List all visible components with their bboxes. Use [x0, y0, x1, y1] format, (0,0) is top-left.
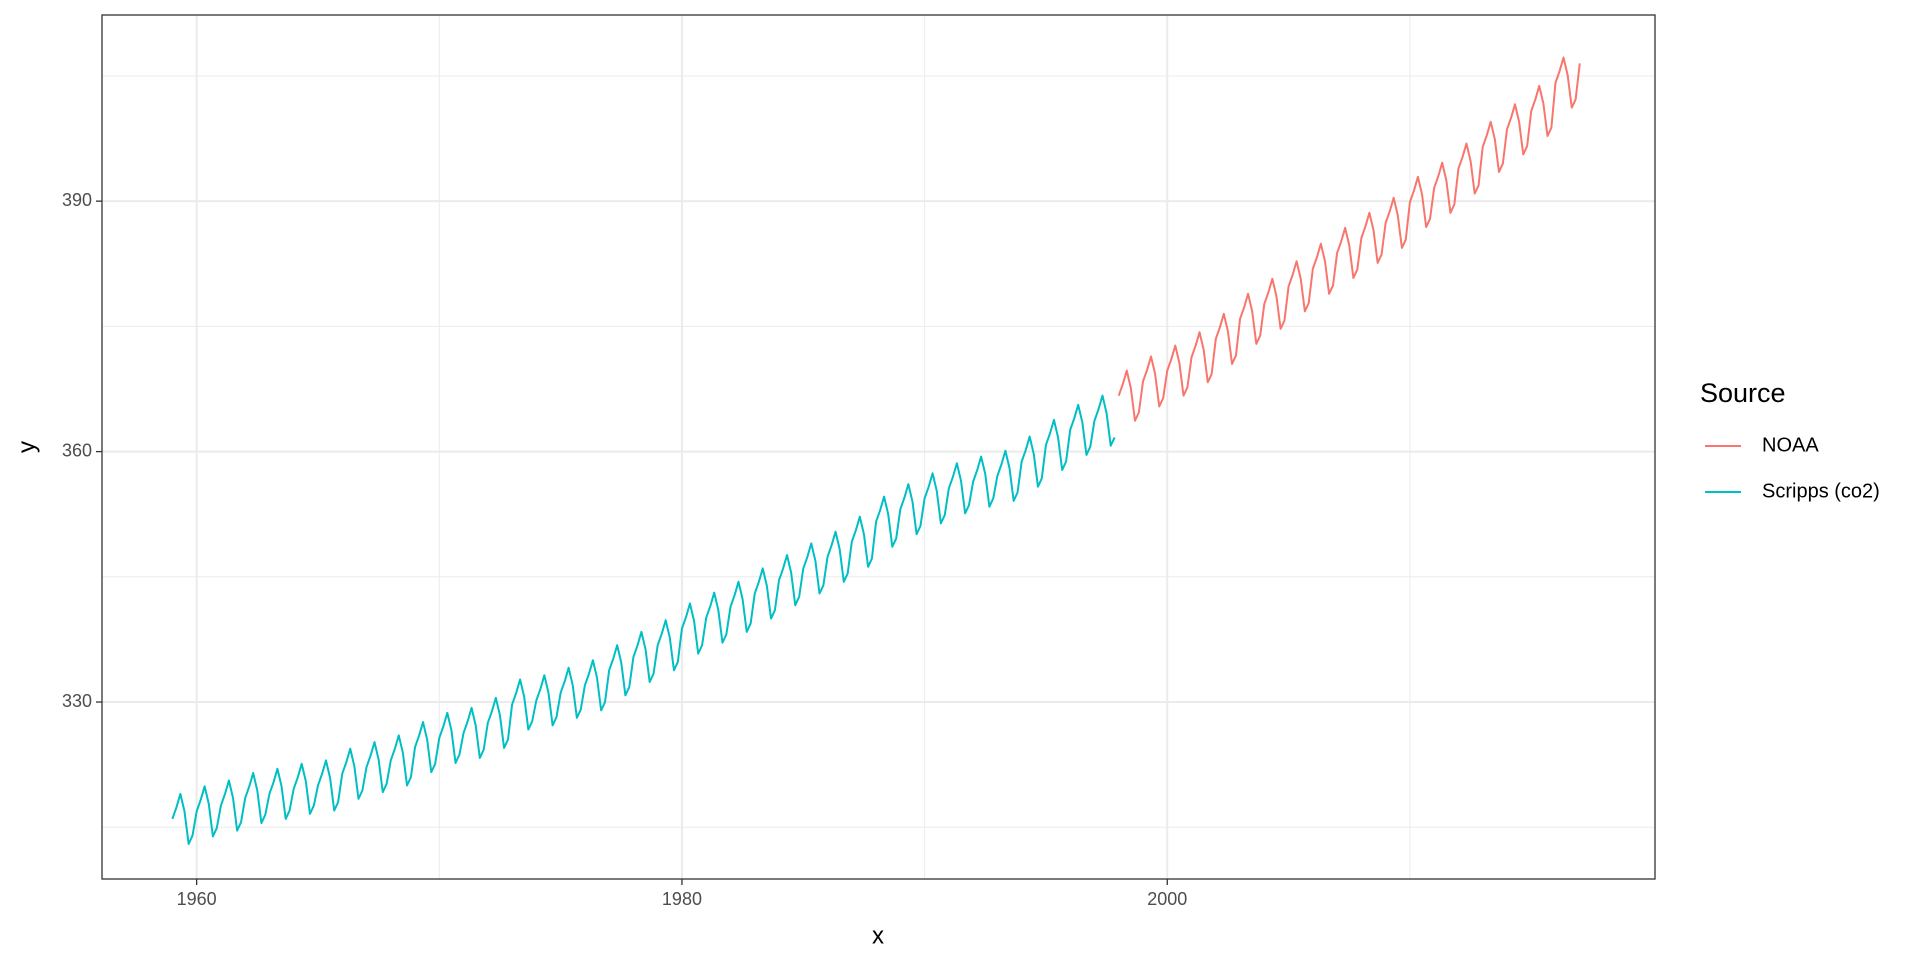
series-line — [1117, 56, 1581, 422]
legend-label: NOAA — [1762, 434, 1819, 456]
x-axis-title: x — [872, 922, 884, 949]
legend: Source NOAA Scripps (co2) — [1700, 378, 1880, 502]
grid — [102, 15, 1655, 879]
y-axis-title: y — [13, 441, 40, 453]
legend-label: Scripps (co2) — [1762, 480, 1880, 502]
x-tick-label: 1980 — [662, 889, 702, 909]
x-tick-label: 1960 — [177, 889, 217, 909]
y-tick-label: 360 — [62, 440, 92, 460]
lines — [171, 56, 1581, 845]
panel-border — [101, 14, 1656, 880]
y-tick-label: 390 — [62, 190, 92, 210]
x-tick-label: 2000 — [1147, 889, 1187, 909]
legend-title: Source — [1700, 378, 1786, 408]
y-tick-label: 330 — [62, 691, 92, 711]
axes: 1960 1980 2000 330 360 390 — [62, 190, 1187, 909]
series-line — [171, 394, 1116, 845]
